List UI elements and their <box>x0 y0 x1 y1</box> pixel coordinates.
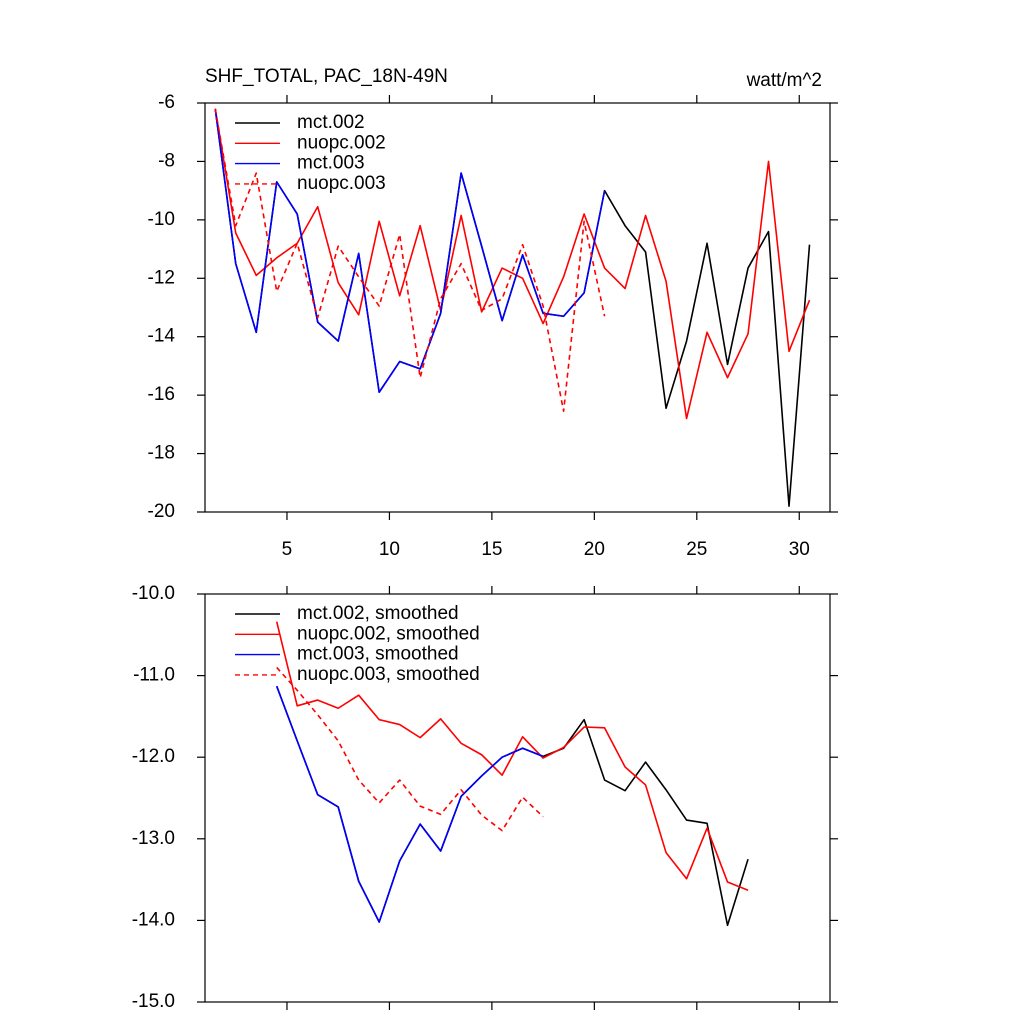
y-tick-label: -13.0 <box>132 828 175 849</box>
series-line <box>214 108 811 420</box>
y-tick-label: -15.0 <box>132 991 175 1012</box>
x-tick-label: 30 <box>789 539 810 560</box>
y-tick-label: -6 <box>158 92 175 113</box>
series-line <box>275 621 749 891</box>
legend-label: nuopc.003, smoothed <box>297 664 480 685</box>
series-line <box>214 108 606 394</box>
legend-label: nuopc.002 <box>297 132 386 153</box>
legend-label: mct.002 <box>297 112 365 133</box>
x-tick-label: 15 <box>481 539 502 560</box>
y-tick-label: -12.0 <box>132 746 175 767</box>
series-line <box>275 685 544 923</box>
y-tick-label: -14 <box>148 326 176 347</box>
plot-frame <box>204 593 831 1003</box>
legend-label: nuopc.002, smoothed <box>297 623 480 644</box>
x-tick-label: 20 <box>584 539 605 560</box>
legend-label: nuopc.003 <box>297 173 386 194</box>
y-tick-label: -18 <box>148 443 175 464</box>
y-tick-label: -14.0 <box>132 909 175 930</box>
y-tick-label: -8 <box>158 150 175 171</box>
series-line <box>214 108 606 413</box>
y-tick-label: -11.0 <box>133 665 175 686</box>
x-tick-label: 5 <box>282 539 293 560</box>
y-tick-label: -12 <box>148 267 175 288</box>
legend-label: mct.003, smoothed <box>297 644 459 665</box>
y-tick-label: -16 <box>148 384 175 405</box>
y-tick-label: -10 <box>148 209 175 230</box>
x-tick-label: 25 <box>686 539 707 560</box>
plot-frame <box>204 102 831 513</box>
series-line <box>275 685 749 927</box>
x-tick-label: 10 <box>379 539 400 560</box>
units-label: watt/m^2 <box>746 70 822 91</box>
legend-label: mct.002, smoothed <box>297 603 459 624</box>
series-line <box>276 666 544 832</box>
y-tick-label: -10.0 <box>132 583 175 604</box>
y-tick-label: -20 <box>148 501 175 522</box>
chart-title: SHF_TOTAL, PAC_18N-49N <box>205 66 448 87</box>
legend-label: mct.003 <box>297 153 365 174</box>
